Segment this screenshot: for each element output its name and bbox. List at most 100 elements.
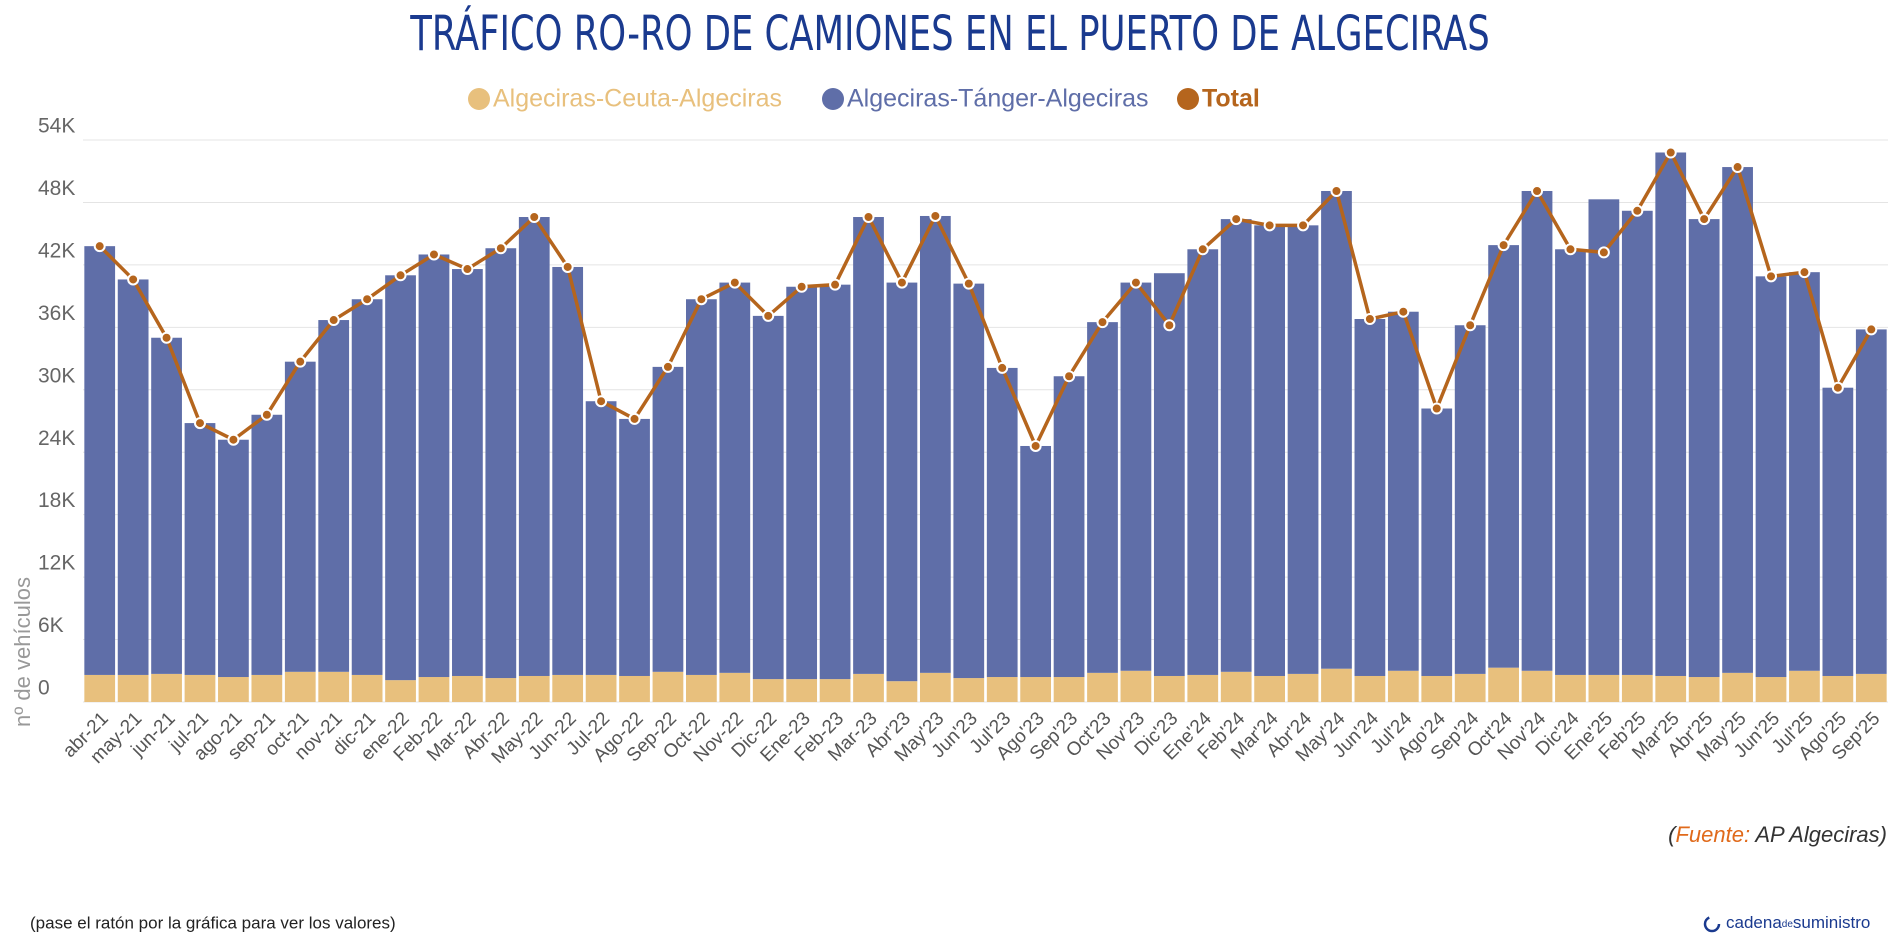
point — [1063, 370, 1076, 383]
bar — [418, 254, 450, 678]
y-tick-label: 48K — [38, 177, 75, 200]
bar — [452, 675, 483, 702]
bar — [1321, 190, 1352, 669]
point — [929, 209, 942, 222]
point — [1297, 219, 1310, 232]
bar — [1421, 408, 1453, 676]
point — [394, 269, 407, 282]
point — [1831, 381, 1844, 394]
bar — [318, 671, 350, 702]
bar — [1454, 673, 1486, 702]
point — [561, 260, 574, 273]
point — [494, 242, 507, 255]
bar — [1220, 219, 1252, 672]
bar — [1588, 674, 1620, 702]
bar — [1153, 675, 1185, 702]
bar — [1488, 245, 1519, 668]
bar — [351, 299, 383, 675]
point — [327, 314, 340, 327]
bar — [819, 284, 851, 680]
point — [762, 309, 775, 322]
point — [1230, 213, 1243, 226]
bar — [953, 283, 985, 679]
bar — [1621, 210, 1653, 675]
bar — [752, 315, 784, 680]
bar — [251, 674, 283, 702]
bar — [886, 681, 918, 702]
bar — [1421, 675, 1453, 702]
bar — [619, 675, 650, 702]
bar — [1722, 672, 1753, 702]
bar — [786, 286, 818, 680]
point — [661, 360, 674, 373]
bar — [485, 248, 517, 679]
note: (pase el ratón por la gráfica para ver l… — [30, 913, 396, 932]
bar — [1020, 677, 1052, 702]
legend-label: Algeciras-Ceuta-Algeciras — [493, 85, 782, 113]
bar — [719, 672, 751, 702]
y-tick-label: 24K — [38, 427, 75, 450]
point — [160, 331, 173, 344]
y-tick-label: 54K — [38, 115, 75, 138]
point — [595, 395, 608, 408]
bar — [652, 366, 684, 672]
point — [1631, 204, 1644, 217]
bar — [318, 320, 350, 672]
point — [1163, 319, 1176, 332]
bar — [619, 418, 650, 676]
bar — [552, 674, 584, 702]
bar — [1855, 329, 1887, 674]
bar — [1387, 670, 1419, 702]
bar — [786, 679, 818, 702]
point — [829, 278, 842, 291]
bar — [1789, 272, 1820, 671]
point — [1196, 243, 1209, 256]
bar — [1755, 276, 1787, 678]
y-tick-label: 0 — [38, 677, 50, 700]
bar — [1555, 674, 1586, 702]
point — [1363, 313, 1376, 326]
point — [1430, 402, 1443, 415]
logo-icon — [1703, 915, 1721, 933]
bar — [1488, 667, 1519, 702]
bar — [1822, 387, 1854, 676]
bar — [117, 279, 149, 675]
bar — [351, 674, 383, 702]
bar — [1187, 674, 1219, 702]
bar — [418, 677, 450, 702]
bar — [218, 677, 249, 702]
bar — [1153, 273, 1185, 676]
bar — [518, 675, 550, 702]
bar — [886, 282, 918, 682]
logo: cadenadesuministro — [1726, 913, 1870, 932]
source-part: ( — [1668, 822, 1678, 847]
point — [93, 240, 106, 253]
y-tick-label: 18K — [38, 489, 75, 512]
bar — [1621, 674, 1653, 702]
point — [1330, 184, 1343, 197]
legend-label: Algeciras-Tánger-Algeciras — [847, 85, 1149, 113]
y-tick-label: 12K — [38, 552, 75, 575]
point — [1464, 319, 1477, 332]
bar — [1187, 249, 1219, 675]
bar — [1387, 311, 1419, 671]
bar — [919, 215, 951, 673]
point — [1564, 243, 1577, 256]
bar — [1755, 677, 1787, 702]
point — [461, 263, 474, 276]
point — [862, 211, 875, 224]
source: (Fuente: AP Algeciras) — [1668, 822, 1887, 847]
point — [695, 293, 708, 306]
bar — [184, 423, 216, 675]
bar — [1254, 225, 1285, 676]
y-tick-label: 6K — [38, 614, 64, 637]
bar — [853, 217, 884, 674]
bar — [251, 414, 283, 675]
point — [1096, 316, 1109, 329]
bar — [1020, 445, 1052, 678]
bar — [986, 367, 1018, 678]
point — [193, 417, 206, 430]
bar — [1722, 167, 1753, 673]
bar — [1688, 677, 1720, 702]
